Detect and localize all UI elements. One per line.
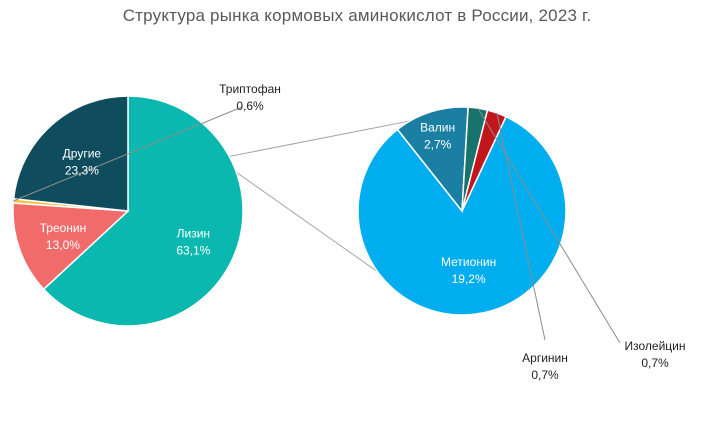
main-slice-лизин: [42, 95, 244, 327]
secondary-slice-валин: [396, 106, 469, 214]
data-label-треонин: Треонин 13,0%: [40, 221, 87, 252]
chart-title: Структура рынка кормовых аминокислот в Р…: [122, 6, 592, 25]
data-label-другие: Другие 23,3%: [63, 147, 102, 178]
data-label-метионин: Метионин 19,2%: [441, 255, 496, 286]
data-label-изолейцин: Изолейцин 0,7%: [625, 339, 686, 370]
data-labels: Лизин 63,1% Треонин 13,0% Триптофан 0,6% Други…: [13, 82, 685, 382]
secondary-slice-метионин: [357, 115, 567, 316]
data-label-валин: Валин 2,7%: [420, 121, 455, 152]
data-label-триптофан: Триптофан 0,6%: [219, 82, 281, 113]
secondary-pie: [357, 106, 567, 316]
main-slice-треонин: [12, 202, 130, 291]
leader-line-аргинин: [496, 112, 546, 341]
main-slice-другие: [12, 95, 129, 212]
data-label-лизин: Лизин 63,1%: [176, 227, 210, 258]
data-label-аргинин: Аргинин 0,7%: [522, 351, 568, 382]
leader-line-изолейцин: [477, 107, 621, 344]
leader-line-триптофан: [13, 106, 243, 202]
main-pie: [12, 95, 244, 327]
